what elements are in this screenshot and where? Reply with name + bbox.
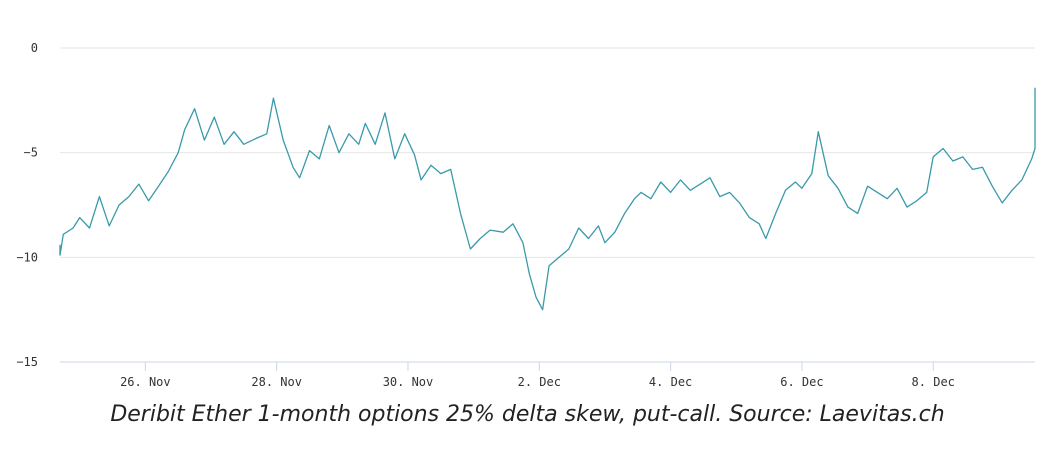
grid-lines: [60, 47, 1035, 258]
x-tick-label: 6. Dec: [780, 375, 823, 389]
y-tick-label: 0: [31, 41, 38, 55]
skew-series-line: [59, 87, 1036, 311]
y-tick-label: −15: [16, 355, 38, 369]
x-tick-label: 2. Dec: [518, 375, 561, 389]
chart-caption: Deribit Ether 1-month options 25% delta …: [110, 402, 945, 427]
y-tick-label: −10: [16, 250, 38, 264]
x-tick-label: 26. Nov: [120, 375, 171, 389]
series-group: [59, 87, 1036, 311]
x-tick-label: 28. Nov: [251, 375, 302, 389]
x-tick-label: 8. Dec: [912, 375, 955, 389]
x-axis-tick-labels: 26. Nov 28. Nov 30. Nov 2. Dec 4. Dec 6. Dec 8…: [120, 375, 955, 389]
y-tick-label: −5: [24, 146, 38, 160]
y-axis-tick-labels: 0 −5 −10 −15: [16, 41, 38, 369]
x-tick-label: 30. Nov: [383, 375, 434, 389]
x-tick-label: 4. Dec: [649, 375, 692, 389]
x-axis: [60, 361, 1035, 371]
skew-line-chart: 0 −5 −10 −15 26. Nov 28. Nov 30. Nov 2. Dec 4. …: [16, 41, 1036, 389]
